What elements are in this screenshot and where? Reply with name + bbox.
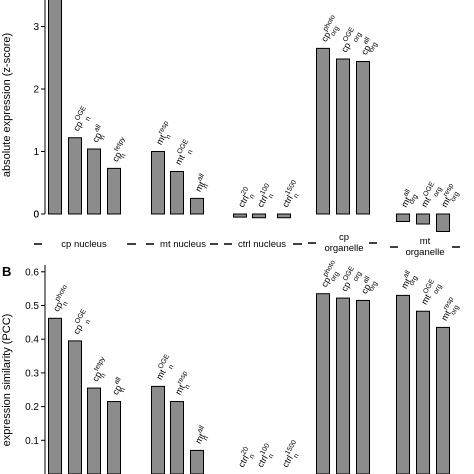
y-tick-label: 0 — [33, 210, 39, 221]
group-label: organelle — [324, 243, 363, 254]
bar-label: mtresporg — [437, 296, 463, 325]
group-label: organelle — [405, 247, 444, 258]
group-label: mt nucleus — [160, 239, 206, 250]
bar-label: cpalln — [108, 376, 130, 399]
bar — [151, 385, 165, 474]
group-label: cp nucleus — [61, 239, 107, 250]
bar-label: cpalln — [88, 123, 110, 146]
bar — [107, 401, 121, 474]
bar-label: cptetpyn — [88, 355, 114, 385]
bar-label: ctrl1500n — [278, 179, 306, 211]
bar — [68, 137, 82, 215]
y-tick-label: 0.4 — [25, 335, 39, 346]
bar-label: mtrespn — [171, 370, 197, 399]
bar-label: mtalln — [191, 424, 214, 447]
bar — [396, 294, 410, 474]
bar — [436, 326, 450, 474]
bar-label: mtOGEn — [171, 138, 198, 168]
bar — [436, 213, 450, 232]
group-label: cp — [339, 232, 349, 243]
bar-label: ctrl100n — [253, 442, 279, 471]
y-axis-title: absolute expression (z-score) — [1, 33, 13, 177]
y-tick-label: 1 — [33, 147, 39, 158]
bar-label: cpOGEn — [69, 308, 96, 338]
bar-label: mtalln — [191, 172, 214, 195]
y-tick-label: 0 — [33, 210, 39, 221]
bar-label: ctrl20n — [234, 446, 258, 471]
panel-b: 0.1 0.2 0.3 0.4 0.5 0.6 expression similarity … — [1, 259, 463, 474]
bar — [356, 61, 370, 215]
bar-label: cpallorg — [357, 275, 379, 298]
bar-label: cpOGEorg — [337, 265, 364, 295]
bar — [252, 213, 266, 219]
bar — [151, 151, 165, 215]
bar — [48, 0, 62, 215]
y-tick-label: 0.3 — [25, 368, 39, 379]
bar-label: cpphoton — [49, 284, 76, 316]
bar — [356, 299, 370, 474]
group-label: ctrl nucleus — [238, 239, 286, 250]
bar — [48, 317, 62, 474]
y-tick-label: 3 — [33, 22, 39, 33]
bar — [87, 148, 101, 215]
bar — [277, 213, 291, 219]
y-tick-label: 0.5 — [25, 301, 39, 312]
y-tick-label: 2 — [33, 85, 39, 96]
group-label: mt — [420, 236, 431, 247]
bar — [107, 167, 121, 215]
bar-label: cpphotoorg — [317, 14, 344, 46]
bar — [396, 213, 410, 222]
bar-label: cpallorg — [357, 36, 379, 59]
bar-label: ctrl20n — [234, 186, 258, 211]
bar — [170, 171, 184, 215]
bar — [170, 401, 184, 474]
bar-label: mtOGEn — [152, 353, 179, 383]
bar — [87, 387, 101, 474]
bar-label: cpOGEn — [69, 105, 96, 135]
bar — [336, 297, 350, 474]
bar-label: mtrespn — [152, 120, 178, 149]
y-tick-label: 0.1 — [25, 436, 39, 447]
bar-label: mtresporg — [437, 182, 463, 211]
bar — [190, 197, 204, 215]
panel-letter: B — [2, 264, 11, 279]
bar — [190, 449, 204, 474]
bar-label: cptetpyn — [108, 136, 134, 166]
bar — [316, 293, 330, 474]
bar — [316, 47, 330, 215]
bar-label: mtOGEorg — [417, 278, 444, 308]
bar-label: ctrl1500n — [278, 439, 306, 471]
y-tick-label: 0.6 — [25, 267, 39, 278]
y-axis-title: expression similarity (PCC) — [1, 314, 13, 447]
bar — [68, 340, 82, 474]
bar-label: mtallorg — [397, 269, 420, 292]
bar — [416, 213, 430, 225]
bar — [336, 58, 350, 215]
bar — [416, 310, 430, 474]
bar — [233, 213, 247, 218]
bar-label: mtOGEorg — [417, 181, 444, 211]
y-tick-label: 0.2 — [25, 402, 39, 413]
bar-label: mtallorg — [397, 188, 420, 211]
bar-label: ctrl100n — [253, 182, 279, 211]
